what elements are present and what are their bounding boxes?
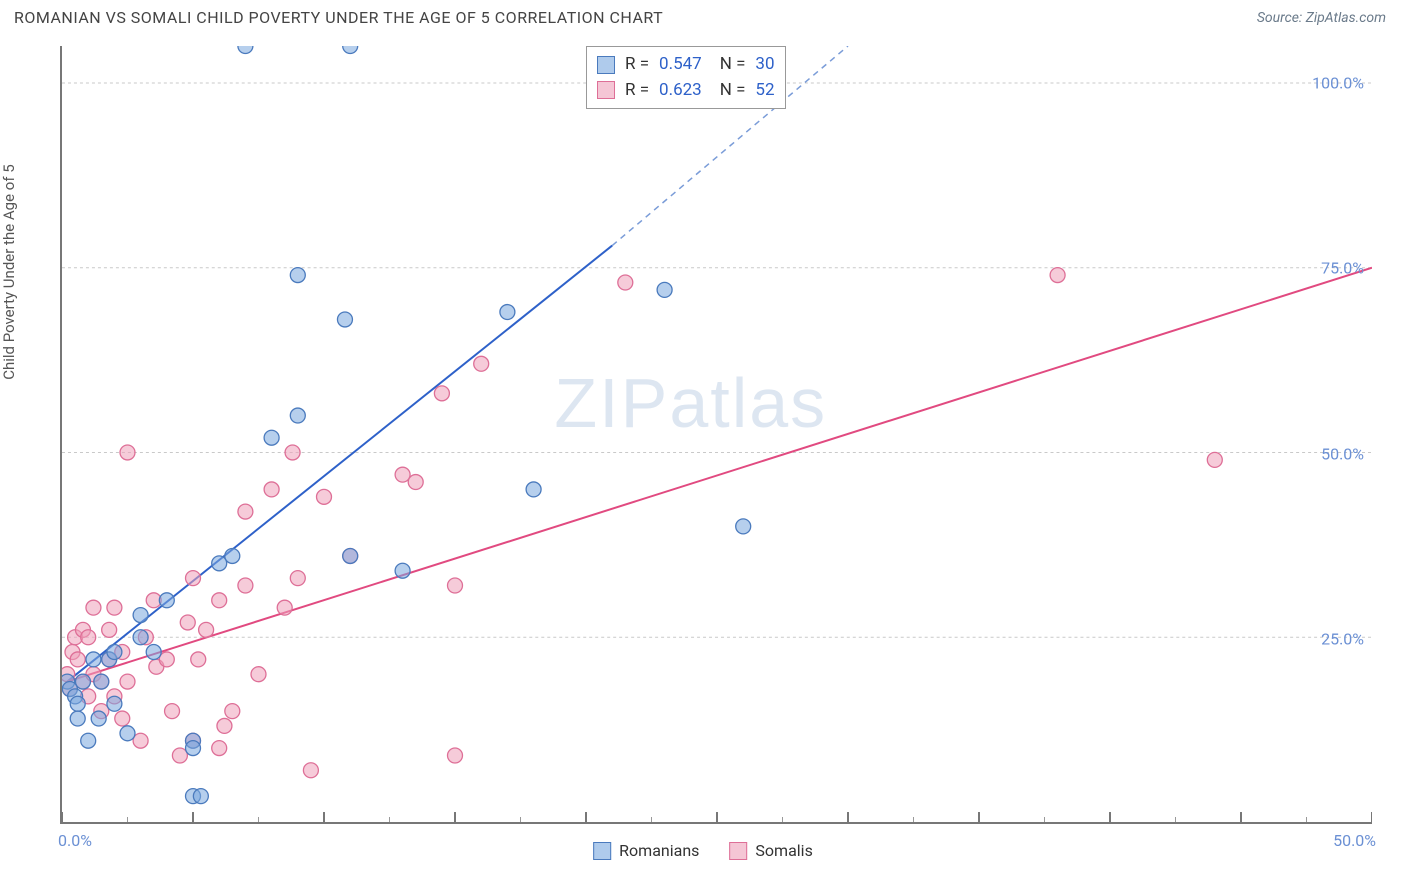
r-label: R = [625, 78, 649, 104]
legend-swatch [597, 56, 615, 74]
r-label: R = [625, 52, 649, 78]
y-tick-label: 50.0% [1321, 444, 1364, 463]
series-legend: Romanians Somalis [593, 841, 813, 860]
scatter-plot-svg [62, 46, 1372, 822]
n-label: N = [720, 78, 746, 104]
n-label: N = [720, 52, 746, 78]
legend-swatch [593, 842, 611, 860]
r-value: 0.623 [659, 78, 702, 104]
y-tick-label: 75.0% [1321, 259, 1364, 278]
legend-swatch [597, 81, 615, 99]
legend-stats-row: R = 0.623 N = 52 [597, 78, 775, 104]
n-value: 30 [755, 52, 774, 78]
n-value: 52 [755, 78, 774, 104]
legend-swatch [729, 842, 747, 860]
y-tick-label: 100.0% [1312, 74, 1364, 93]
plot-area: ZIPatlas R =0.547N =30R =0.623N =52 25.0… [60, 46, 1372, 824]
r-value: 0.547 [659, 52, 702, 78]
chart-title: ROMANIAN VS SOMALI CHILD POVERTY UNDER T… [14, 8, 663, 27]
source-label: Source: ZipAtlas.com [1257, 10, 1386, 26]
legend-item: Romanians [593, 841, 699, 860]
chart-container: Child Poverty Under the Age of 5 ZIPatla… [14, 36, 1392, 878]
legend-stats-box: R = 0.547 N = 30 R = 0.623 N = 52 [586, 46, 786, 109]
x-origin-label: 0.0% [58, 831, 92, 850]
legend-stats-row: R = 0.547 N = 30 [597, 52, 775, 78]
legend-item: Somalis [729, 841, 812, 860]
legend-label: Romanians [619, 841, 699, 860]
y-tick-label: 25.0% [1321, 629, 1364, 648]
y-axis-label: Child Poverty Under the Age of 5 [0, 164, 18, 379]
chart-header: ROMANIAN VS SOMALI CHILD POVERTY UNDER T… [0, 0, 1406, 31]
legend-label: Somalis [755, 841, 812, 860]
x-max-label: 50.0% [1333, 831, 1376, 850]
